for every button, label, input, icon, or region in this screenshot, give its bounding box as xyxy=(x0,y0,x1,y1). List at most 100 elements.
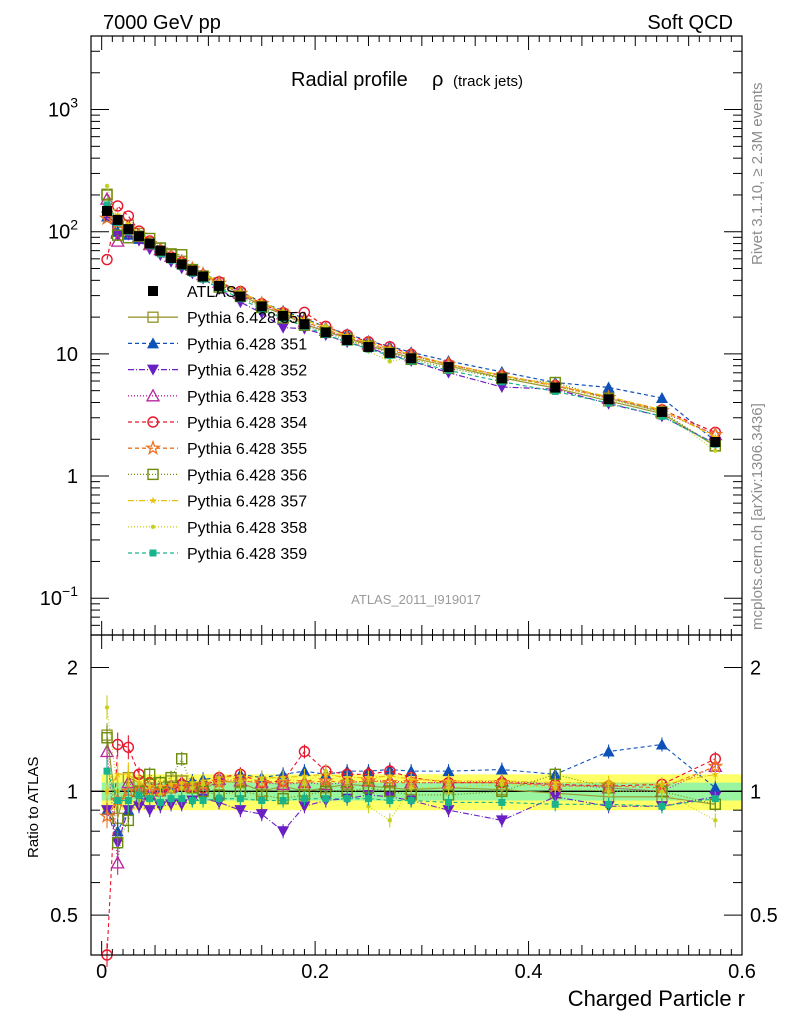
legend-entry-5: Pythia 6.428 354 xyxy=(128,415,307,432)
legend-label: Pythia 6.428 354 xyxy=(187,415,307,432)
ratio-frame xyxy=(90,634,743,956)
data-point xyxy=(168,789,174,794)
legend-entry-reference: ATLAS xyxy=(148,284,237,301)
legend-entry-4: Pythia 6.428 353 xyxy=(128,388,307,406)
data-point xyxy=(658,780,666,788)
data-point xyxy=(298,745,311,758)
data-point xyxy=(344,778,350,784)
data-point xyxy=(200,782,206,787)
data-point xyxy=(605,800,613,808)
data-point xyxy=(113,210,122,219)
data-point xyxy=(256,301,267,312)
chart-title-symbol: ρ xyxy=(432,69,443,91)
data-point xyxy=(443,362,454,373)
series-main-2 xyxy=(101,210,722,446)
data-point xyxy=(603,394,614,405)
data-point xyxy=(277,322,290,334)
data-point xyxy=(147,468,159,481)
data-point xyxy=(549,791,562,803)
data-point xyxy=(498,798,506,806)
data-point xyxy=(364,795,372,803)
data-point xyxy=(144,439,162,456)
data-point xyxy=(111,738,124,751)
legend-label: Pythia 6.428 356 xyxy=(187,467,307,484)
data-point xyxy=(145,782,154,790)
data-point xyxy=(322,795,330,803)
data-point xyxy=(135,778,143,786)
data-point xyxy=(147,311,159,323)
header-left: 7000 GeV pp xyxy=(103,12,221,34)
data-point xyxy=(711,770,720,778)
data-point xyxy=(280,775,286,780)
legend-label: Pythia 6.428 352 xyxy=(187,363,307,380)
data-point xyxy=(187,265,198,276)
series-line xyxy=(106,198,716,436)
data-point xyxy=(166,252,177,263)
data-point xyxy=(199,797,207,805)
data-point xyxy=(98,807,116,824)
data-point xyxy=(298,801,311,813)
legend-label: Pythia 6.428 350 xyxy=(187,310,307,327)
data-point xyxy=(364,773,373,781)
legend-label: Pythia 6.428 358 xyxy=(187,520,307,537)
data-point xyxy=(147,337,159,349)
data-point xyxy=(300,771,309,780)
data-point xyxy=(190,785,195,791)
x-tick-label: 0 xyxy=(96,961,107,983)
reference-layer xyxy=(102,205,721,448)
data-point xyxy=(122,741,135,753)
data-point xyxy=(113,770,122,778)
series-line xyxy=(106,216,716,445)
x-axis-label: Charged Particle r xyxy=(568,986,745,1011)
data-point xyxy=(342,334,353,345)
data-point xyxy=(606,789,611,794)
data-point xyxy=(101,189,113,201)
data-point xyxy=(111,837,124,849)
data-point xyxy=(711,432,720,441)
data-point xyxy=(495,815,508,827)
data-point xyxy=(444,776,453,785)
data-point xyxy=(255,809,268,821)
ratio-panel: 0.5 0.5 1 1 2 2 0 0.2 0.4 0.6 Ratio to ATLAS Cha… xyxy=(25,634,778,1011)
data-point xyxy=(149,549,157,557)
series-line xyxy=(106,743,716,956)
legend-entry-2: Pythia 6.428 351 xyxy=(128,336,307,353)
data-point xyxy=(387,359,393,364)
data-point xyxy=(408,785,414,791)
legend-entry-7: Pythia 6.428 356 xyxy=(128,467,307,484)
main-y-tick-labels: 10−1 1 10 102 103 xyxy=(40,95,78,611)
data-point xyxy=(176,259,187,270)
data-point xyxy=(343,795,351,803)
legend-entry-10: Pythia 6.428 359 xyxy=(128,546,307,563)
data-point xyxy=(300,795,308,803)
data-point xyxy=(143,805,156,817)
data-point xyxy=(146,795,154,803)
data-point xyxy=(215,795,223,803)
data-point xyxy=(656,406,667,417)
data-point xyxy=(144,238,155,249)
data-point xyxy=(387,818,393,823)
legend-label: Pythia 6.428 359 xyxy=(187,546,307,563)
y-tick-label: 10 xyxy=(56,344,78,366)
data-point xyxy=(99,744,115,758)
data-point xyxy=(234,805,247,817)
y-tick-label: 1 xyxy=(67,466,78,488)
data-point xyxy=(317,772,334,788)
data-point xyxy=(445,798,453,806)
data-point xyxy=(258,797,266,805)
data-point xyxy=(145,388,161,402)
x-tick-label: 0.6 xyxy=(728,961,756,983)
y-tick-label: 103 xyxy=(48,95,78,122)
series-line xyxy=(106,765,716,817)
data-point xyxy=(101,253,113,266)
analysis-label: ATLAS_2011_I919017 xyxy=(351,592,481,607)
data-point xyxy=(442,805,455,817)
data-point xyxy=(551,800,559,808)
data-point xyxy=(658,802,666,810)
data-point xyxy=(98,209,116,226)
data-point xyxy=(713,818,718,823)
ratio-series-layer xyxy=(98,695,724,967)
data-point xyxy=(123,224,134,235)
legend-entry-6: Pythia 6.428 355 xyxy=(128,439,307,458)
x-tick-label: 0.4 xyxy=(515,961,543,983)
